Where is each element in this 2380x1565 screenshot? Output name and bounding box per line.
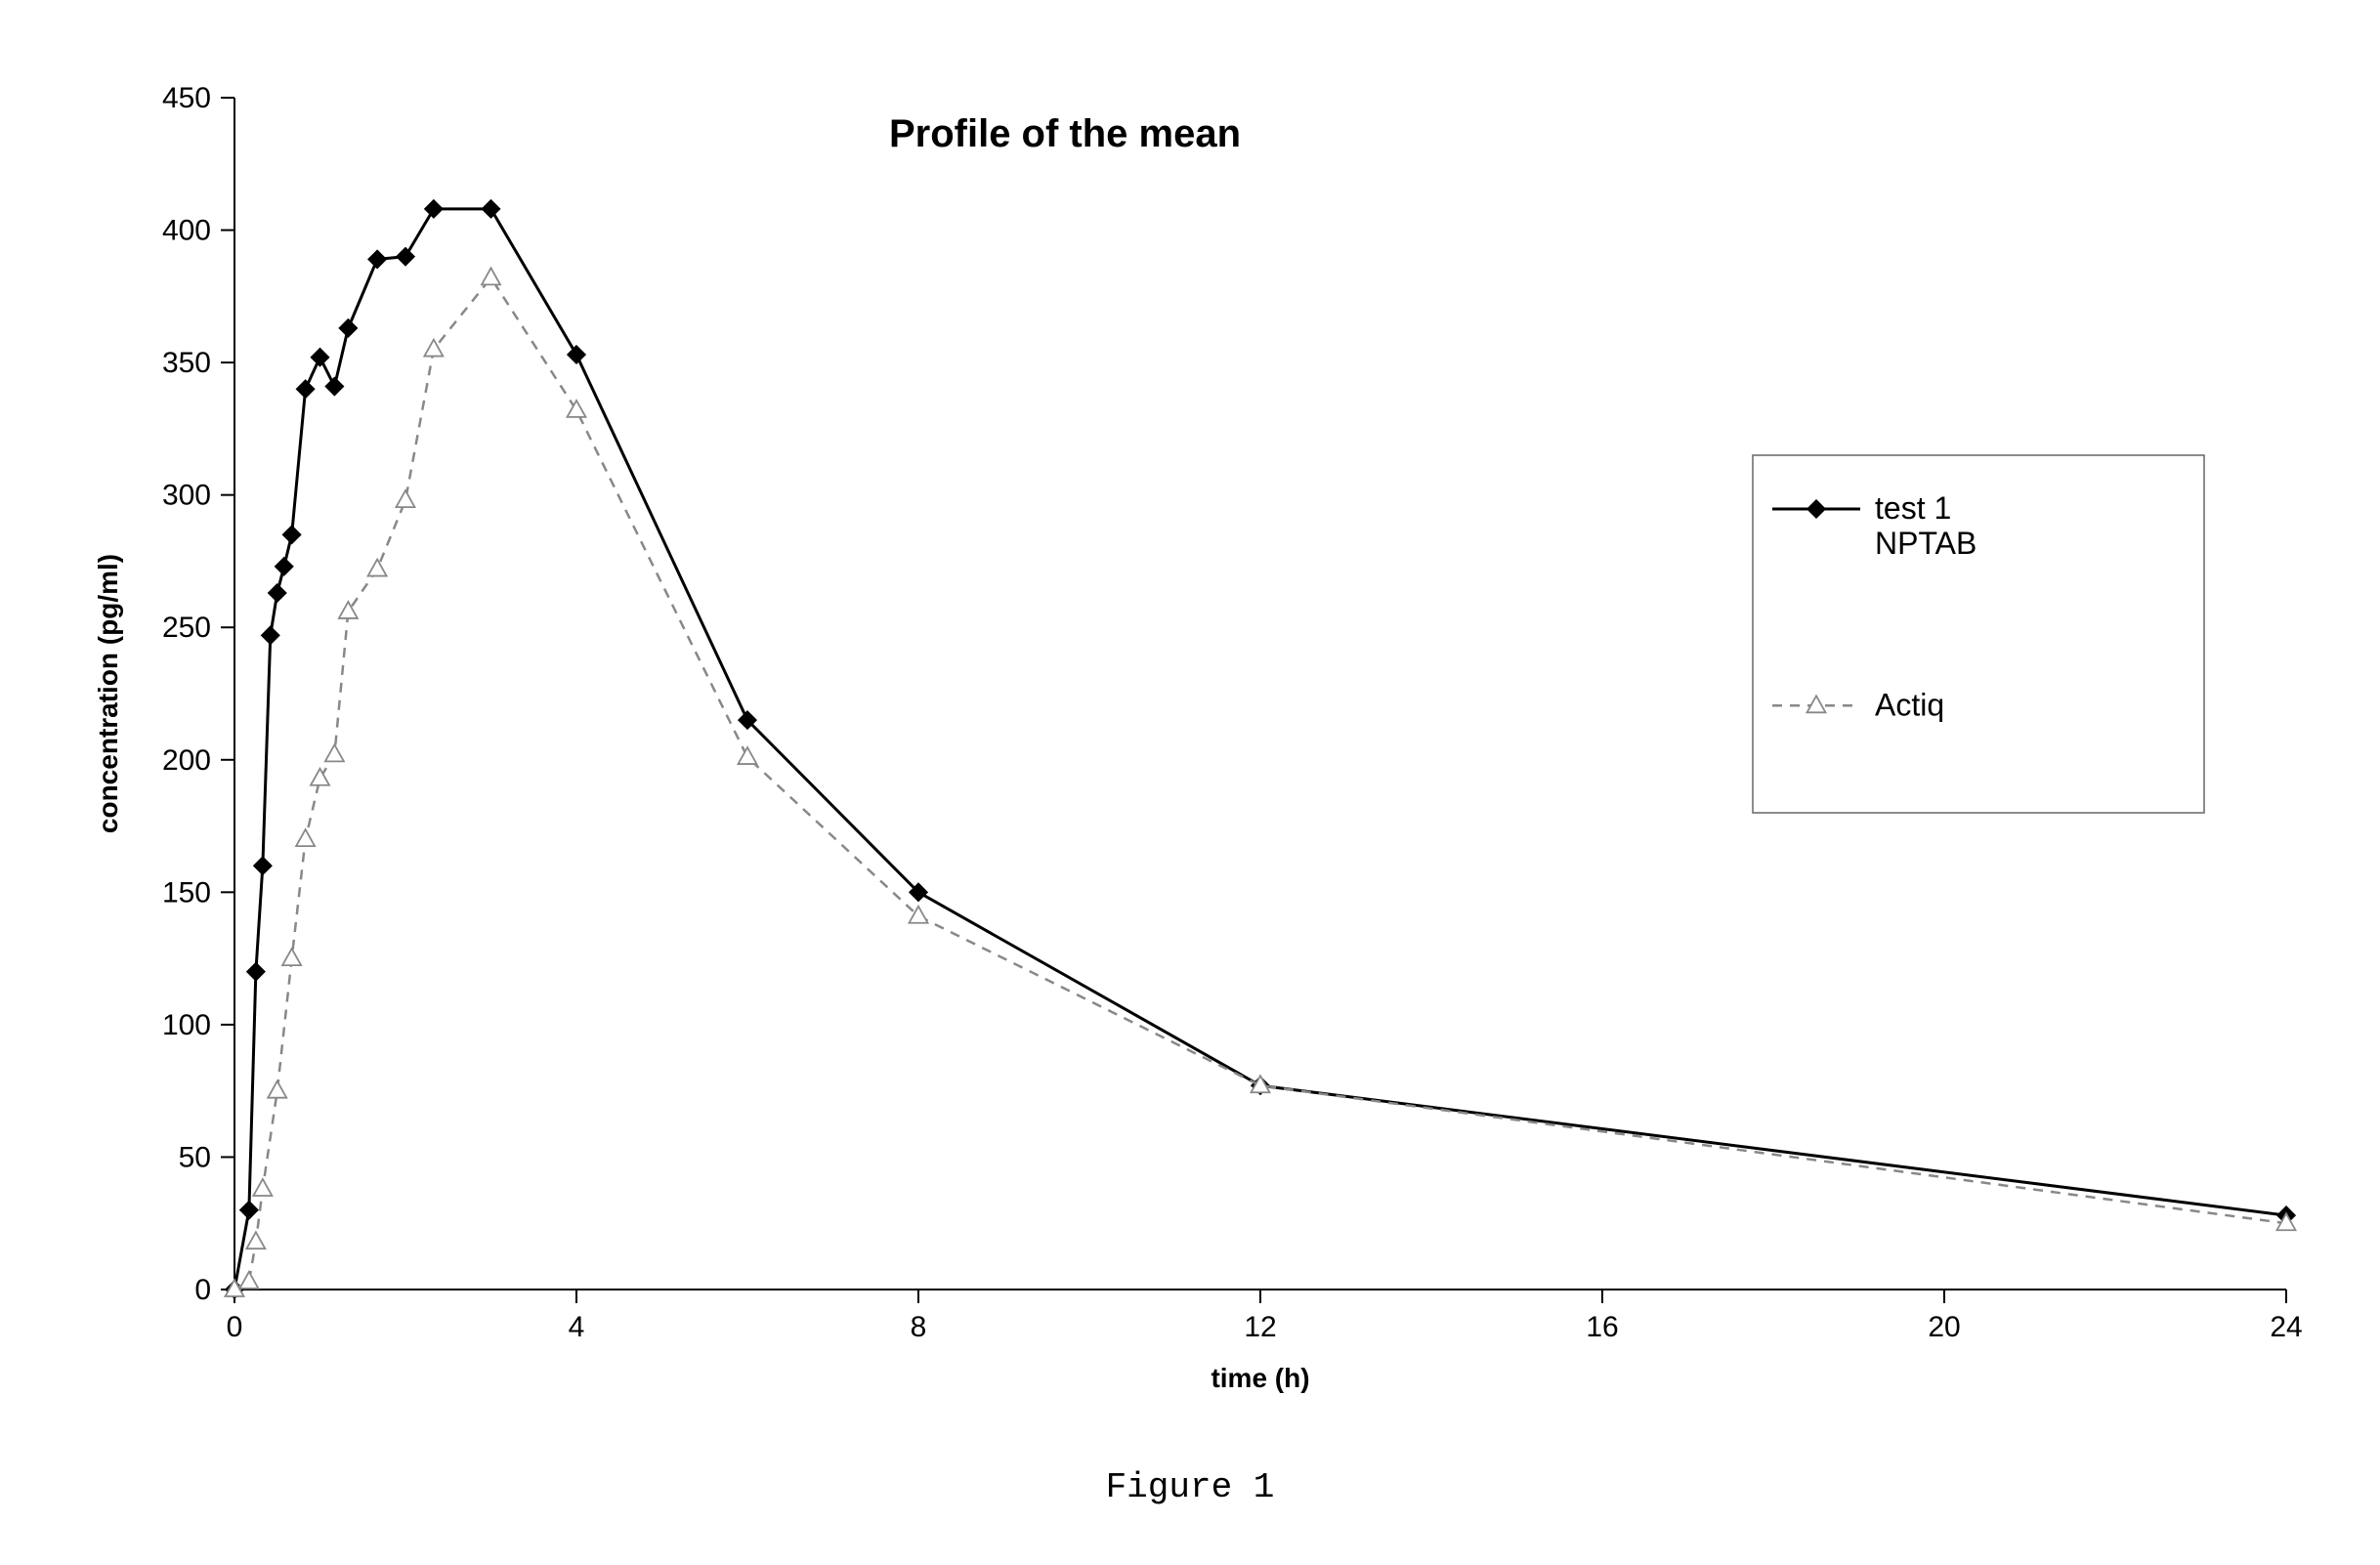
x-tick-label: 8	[911, 1311, 927, 1343]
x-axis-label: time (h)	[1211, 1363, 1309, 1393]
y-tick-label: 450	[162, 82, 211, 114]
y-tick-label: 350	[162, 347, 211, 379]
y-tick-label: 200	[162, 744, 211, 777]
line-chart: 0 50 100 150 200 250 300 350 400 450 0 4 8 12 16 20 24 ti…	[39, 39, 2341, 1526]
y-tick-label: 250	[162, 612, 211, 644]
y-tick-label: 150	[162, 876, 211, 909]
chart-container: 0 50 100 150 200 250 300 350 400 450 0 4 8 12 16 20 24 ti…	[39, 39, 2341, 1526]
y-tick-label: 300	[162, 480, 211, 512]
figure-caption: Figure 1	[1106, 1467, 1275, 1507]
chart-title: Profile of the mean	[889, 112, 1241, 155]
y-tick-label: 0	[194, 1274, 211, 1306]
legend-label: Actiq	[1875, 687, 1944, 722]
y-tick-label: 50	[179, 1141, 211, 1173]
y-tick-label: 400	[162, 215, 211, 247]
y-axis-label: concentration (pg/ml)	[93, 554, 123, 833]
legend: test 1NPTAB Actiq	[1753, 455, 2204, 813]
x-tick-label: 24	[2270, 1311, 2302, 1343]
legend-label: test 1	[1875, 490, 1951, 526]
x-tick-label: 20	[1928, 1311, 1960, 1343]
x-tick-label: 0	[227, 1311, 243, 1343]
legend-label: NPTAB	[1875, 526, 1976, 561]
x-tick-label: 12	[1244, 1311, 1276, 1343]
x-tick-label: 16	[1586, 1311, 1618, 1343]
y-tick-label: 100	[162, 1009, 211, 1041]
x-tick-label: 4	[569, 1311, 585, 1343]
